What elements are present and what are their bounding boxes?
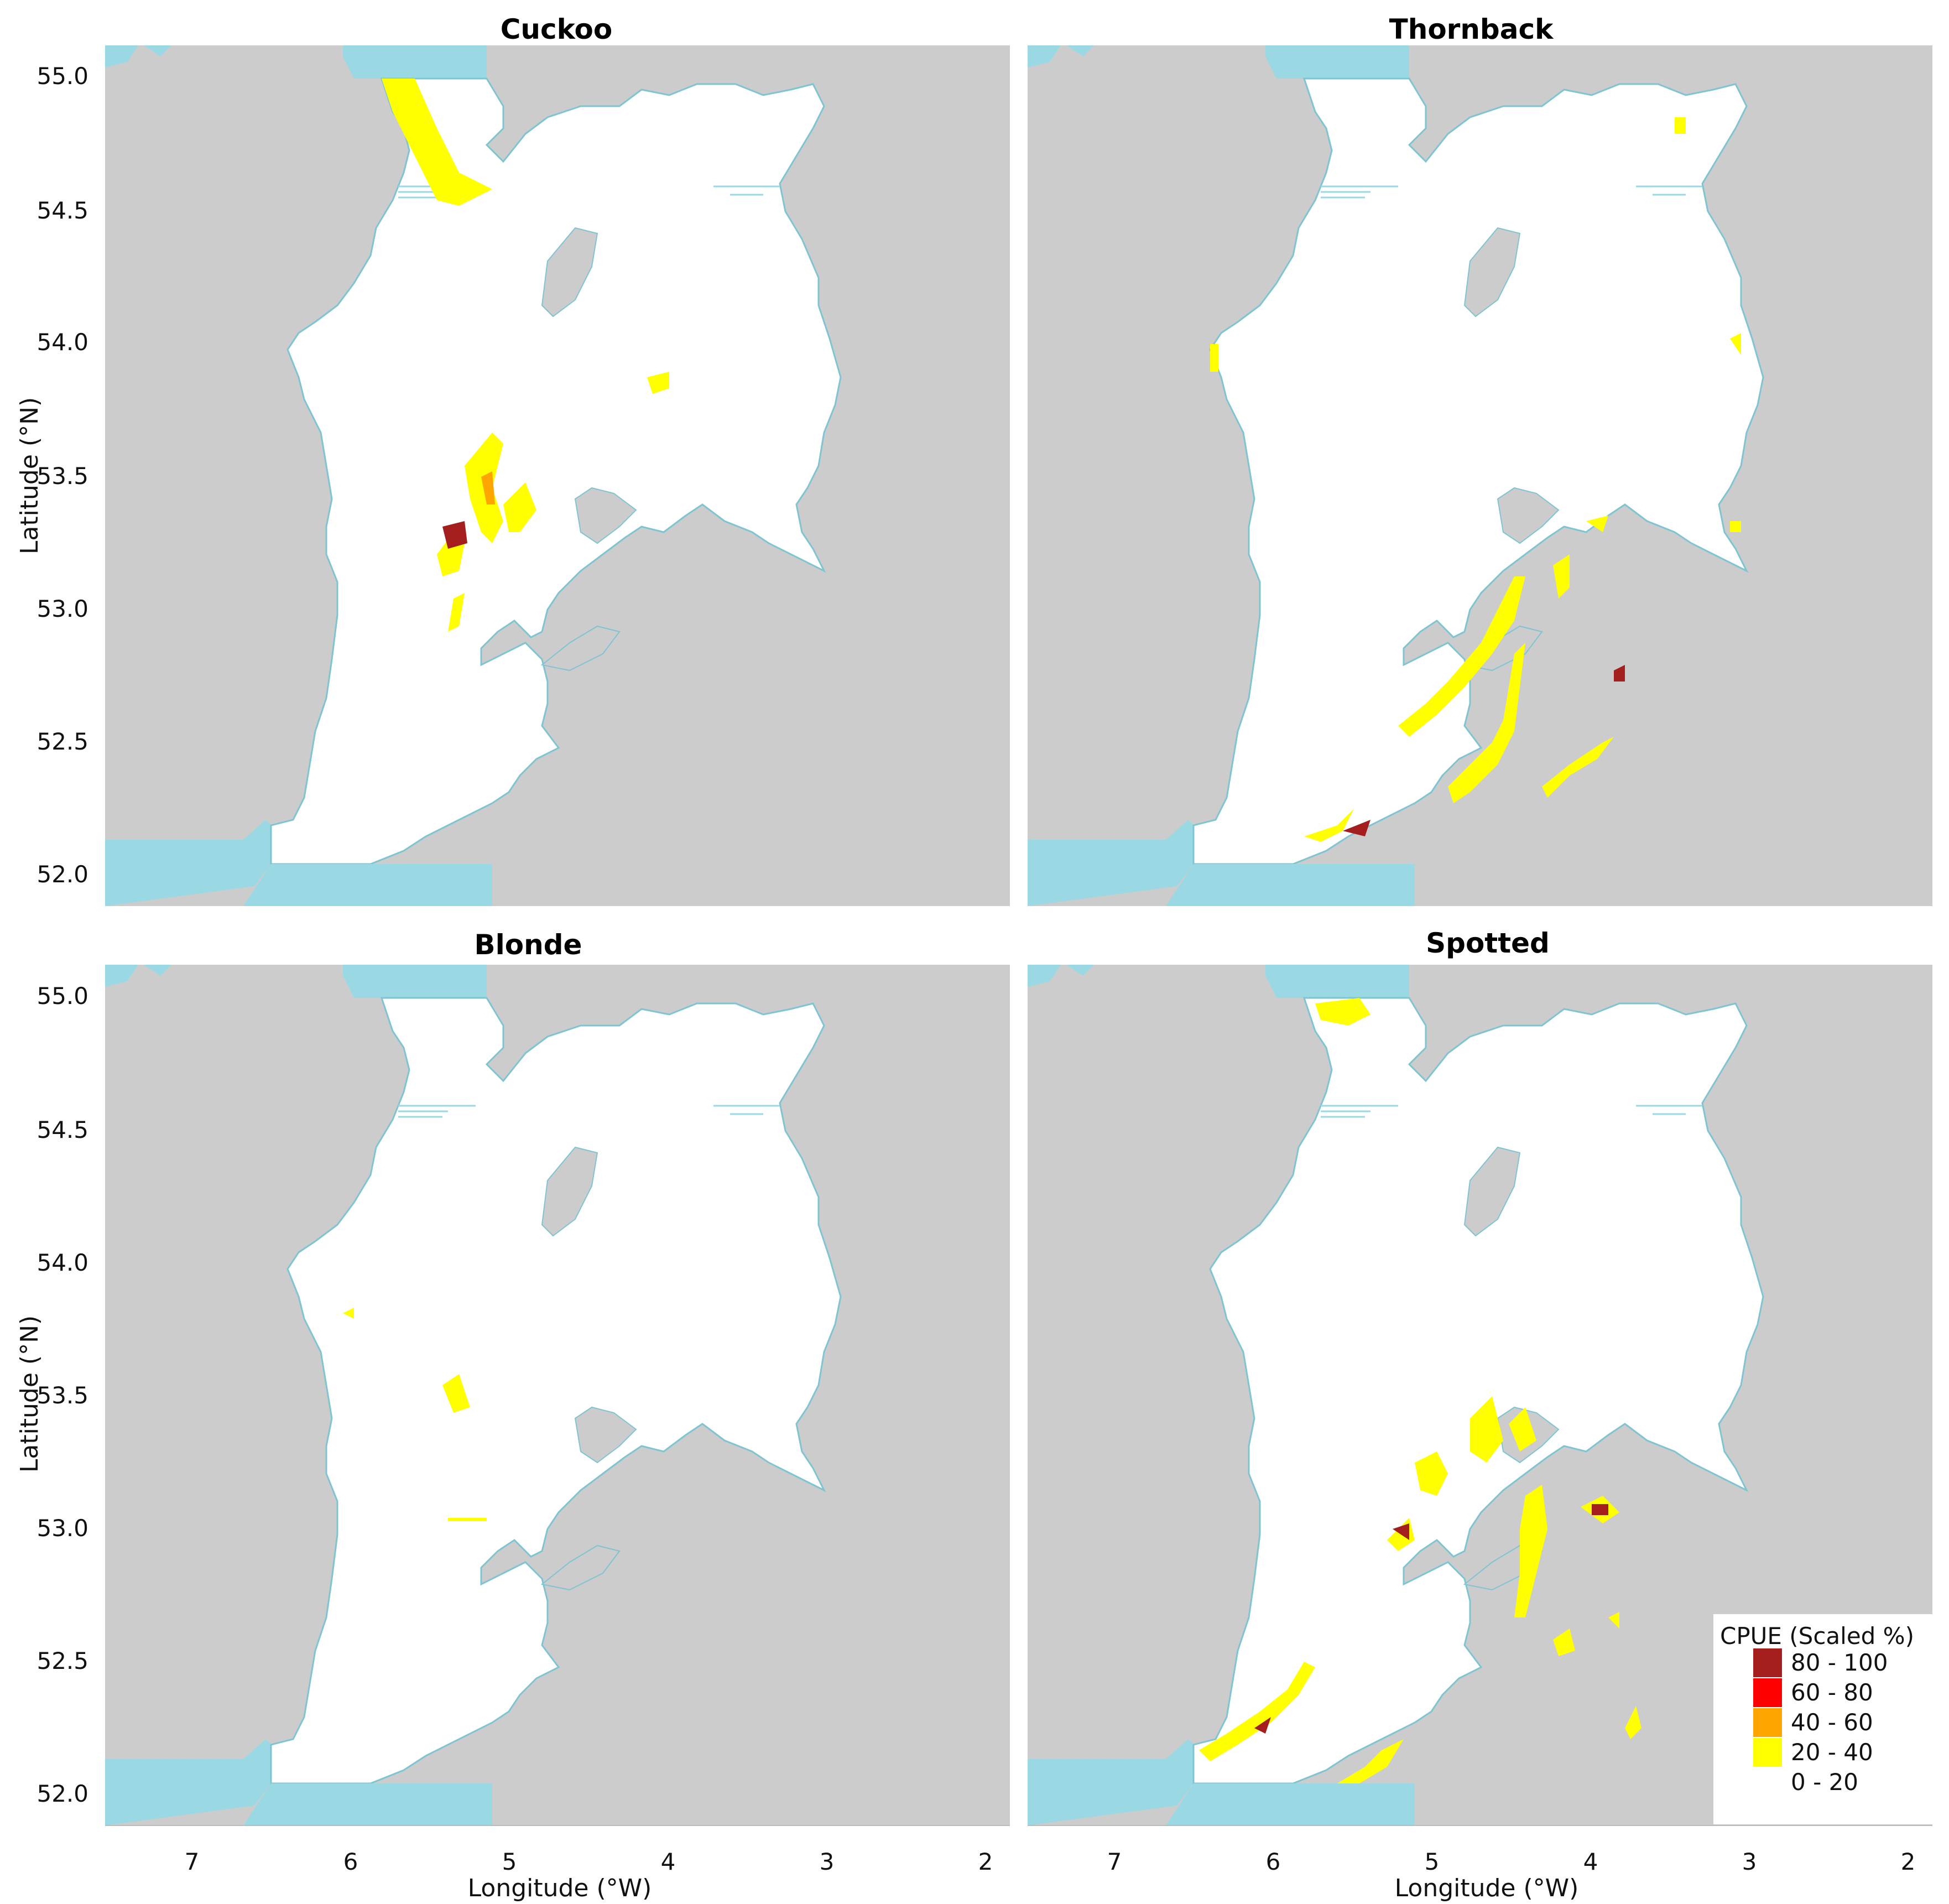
map-panel-blonde xyxy=(104,964,1011,1827)
panel-title-cuckoo: Cuckoo xyxy=(501,13,613,45)
legend-swatch xyxy=(1753,1768,1782,1797)
y-tick: 55.0 xyxy=(37,982,88,1010)
y-tick: 54.0 xyxy=(37,329,88,356)
map-panel-spotted xyxy=(1026,964,1934,1827)
legend-swatch xyxy=(1753,1648,1782,1677)
x-tick: 3 xyxy=(1742,1848,1757,1875)
cpue-patch xyxy=(1337,1739,1404,1783)
cpue-patch xyxy=(1210,344,1218,372)
y-tick: 54.0 xyxy=(37,1249,88,1276)
y-tick: 53.0 xyxy=(37,1515,88,1542)
legend-label: 20 - 40 xyxy=(1791,1739,1873,1766)
y-tick: 52.5 xyxy=(37,728,88,755)
x-tick: 2 xyxy=(978,1848,993,1875)
cpue-patch xyxy=(1398,576,1525,737)
map-panel-cuckoo xyxy=(104,44,1011,907)
y-tick: 53.5 xyxy=(37,1382,88,1409)
x-tick: 4 xyxy=(1583,1848,1598,1875)
x-tick: 2 xyxy=(1901,1848,1916,1875)
panel-title-thornback: Thornback xyxy=(1389,13,1554,45)
hotspots-cuckoo xyxy=(382,79,669,632)
x-axis-bottom-right: 7 6 5 4 3 2 xyxy=(1028,1825,1932,1875)
hotspots-thornback xyxy=(1210,117,1741,842)
cpue-patch xyxy=(647,372,669,394)
legend-box xyxy=(1713,1614,1935,1824)
hotspots-blonde xyxy=(343,1308,487,1521)
cpue-patch xyxy=(1514,1485,1547,1617)
y-tick: 52.5 xyxy=(37,1647,88,1674)
x-tick: 7 xyxy=(1107,1848,1122,1875)
cpue-patch xyxy=(1254,1717,1271,1734)
cpue-patch xyxy=(1343,820,1370,836)
map-panel-thornback xyxy=(1026,44,1934,907)
x-tick: 4 xyxy=(661,1848,676,1875)
cpue-patch xyxy=(503,482,536,532)
x-tick: 5 xyxy=(1425,1848,1440,1875)
y-axis-bottom-left: 55.0 54.5 54.0 53.5 53.0 52.5 52.0 xyxy=(37,982,88,1807)
cpue-patch xyxy=(1509,1407,1536,1452)
cpue-patch xyxy=(1730,521,1741,532)
x-tick: 5 xyxy=(502,1848,517,1875)
x-axis-title-right: Longitude (°W) xyxy=(1395,1874,1579,1902)
cpue-patch xyxy=(1199,1662,1315,1761)
y-axis-title-bottom: Latitude (°N) xyxy=(15,1315,44,1473)
y-tick: 55.0 xyxy=(37,63,88,90)
legend-label: 0 - 20 xyxy=(1791,1768,1858,1796)
cpue-patch xyxy=(382,79,492,206)
cpue-patch xyxy=(1553,1629,1575,1656)
cpue-patch xyxy=(1730,333,1741,355)
hotspots-spotted xyxy=(1199,998,1641,1783)
cpue-patch xyxy=(1675,117,1686,134)
y-tick: 54.5 xyxy=(37,1116,88,1143)
cpue-patch xyxy=(1608,1612,1619,1629)
panel-title-spotted: Spotted xyxy=(1426,927,1550,959)
legend-label: 40 - 60 xyxy=(1791,1709,1873,1736)
cpue-patch xyxy=(448,1518,487,1521)
y-tick: 52.0 xyxy=(37,861,88,888)
panel-title-blonde: Blonde xyxy=(475,929,582,961)
legend-swatch xyxy=(1753,1678,1782,1707)
cpue-patch xyxy=(448,593,465,632)
legend-label: 80 - 100 xyxy=(1791,1649,1888,1676)
cpue-patch xyxy=(1542,737,1614,798)
y-axis-top-left: 55.0 54.5 54.0 53.5 53.0 52.5 52.0 xyxy=(37,63,88,888)
legend-label: 60 - 80 xyxy=(1791,1679,1873,1706)
legend-swatch xyxy=(1753,1708,1782,1737)
cpue-patch xyxy=(1415,1452,1448,1496)
cpue-patch xyxy=(442,1374,470,1413)
x-tick: 6 xyxy=(343,1848,358,1875)
cpue-patch xyxy=(1625,1706,1641,1739)
y-tick: 53.5 xyxy=(37,462,88,490)
y-axis-title-top: Latitude (°N) xyxy=(15,397,44,554)
y-tick: 53.0 xyxy=(37,595,88,622)
cpue-patch xyxy=(442,521,467,549)
x-axis-title-left: Longitude (°W) xyxy=(468,1874,652,1902)
legend-items: 80 - 100 60 - 80 40 - 60 20 - 400 - 20 xyxy=(1753,1648,1888,1797)
cpue-patch xyxy=(481,471,495,504)
cpue-patch xyxy=(1304,809,1354,842)
legend-title: CPUE (Scaled %) xyxy=(1720,1622,1914,1650)
x-tick: 7 xyxy=(185,1848,200,1875)
legend-swatch xyxy=(1753,1738,1782,1767)
cpue-patch xyxy=(1586,516,1608,532)
cpue-patch xyxy=(1470,1396,1503,1463)
x-axis-bottom-left: 7 6 5 4 3 2 xyxy=(105,1825,1010,1875)
cpue-patch xyxy=(1614,665,1625,682)
x-tick: 6 xyxy=(1266,1848,1281,1875)
y-tick: 54.5 xyxy=(37,197,88,224)
cpue-patch xyxy=(1553,554,1570,599)
cpue-patch xyxy=(1448,643,1525,803)
cpue-patch xyxy=(343,1308,354,1319)
cpue-patch xyxy=(1393,1523,1409,1540)
legend: CPUE (Scaled %) 80 - 100 60 - 80 40 - 60 20… xyxy=(1713,1614,1935,1824)
cpue-patch xyxy=(1315,998,1370,1026)
cpue-patch xyxy=(1592,1504,1608,1515)
x-tick: 3 xyxy=(820,1848,835,1875)
y-tick: 52.0 xyxy=(37,1780,88,1807)
